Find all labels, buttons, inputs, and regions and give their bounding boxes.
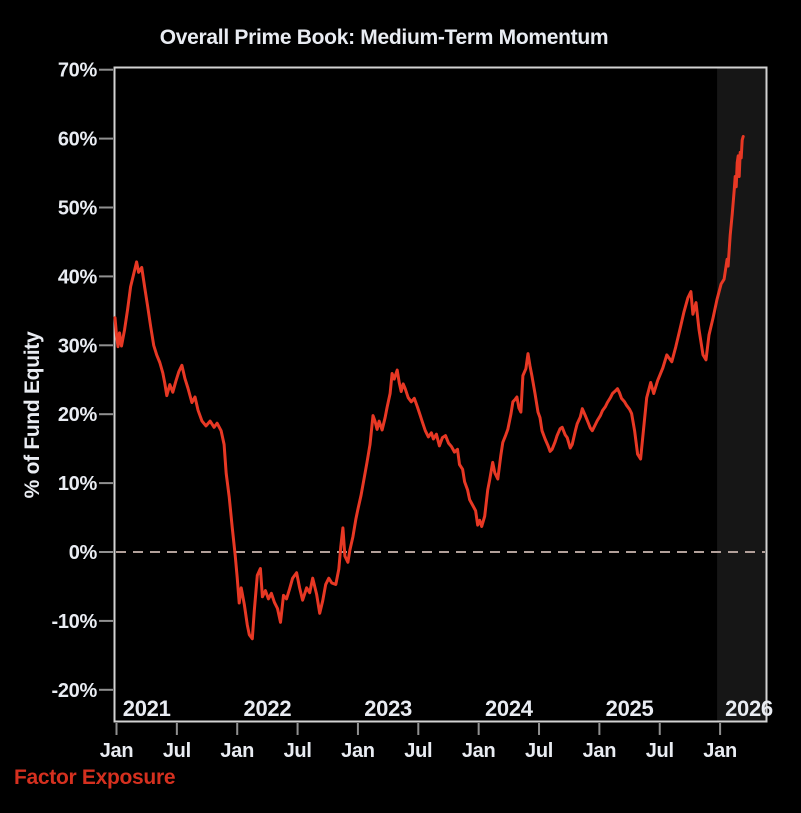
- source-label: Factor Exposure: [14, 766, 176, 789]
- x-tick-label: Jan: [703, 740, 737, 762]
- y-tick-label: -20%: [52, 680, 98, 702]
- x-tick-label: Jul: [525, 740, 553, 762]
- y-tick-label: 70%: [58, 60, 98, 82]
- y-tick-label: -10%: [52, 611, 98, 633]
- year-label: 2021: [123, 696, 171, 721]
- x-tick-label: Jan: [583, 740, 617, 762]
- year-label: 2025: [606, 696, 654, 721]
- x-tick-label: Jan: [100, 740, 134, 762]
- y-tick-label: 60%: [58, 129, 98, 151]
- y-tick-label: 0%: [69, 542, 98, 564]
- y-tick-label: 30%: [58, 335, 98, 357]
- x-tick-label: Jan: [341, 740, 375, 762]
- year-label: 2023: [364, 696, 412, 721]
- y-tick-label: 20%: [58, 404, 98, 426]
- momentum-line: [113, 135, 745, 641]
- x-tick-label: Jul: [404, 740, 432, 762]
- x-tick-label: Jan: [220, 740, 254, 762]
- x-tick-label: Jul: [646, 740, 674, 762]
- year-label: 2022: [244, 696, 292, 721]
- year-label: 2024: [485, 696, 534, 721]
- plot-border: [113, 66, 768, 723]
- chart-title: Overall Prime Book: Medium-Term Momentum: [159, 26, 609, 49]
- x-tick-label: Jul: [284, 740, 312, 762]
- x-tick-label: Jan: [462, 740, 496, 762]
- y-tick-label: 10%: [58, 473, 98, 495]
- y-tick-label: 50%: [58, 198, 98, 220]
- x-tick-label: Jul: [163, 740, 191, 762]
- y-tick-label: 40%: [58, 266, 98, 288]
- highlight-band: [717, 68, 766, 721]
- year-label: 2026: [725, 696, 773, 721]
